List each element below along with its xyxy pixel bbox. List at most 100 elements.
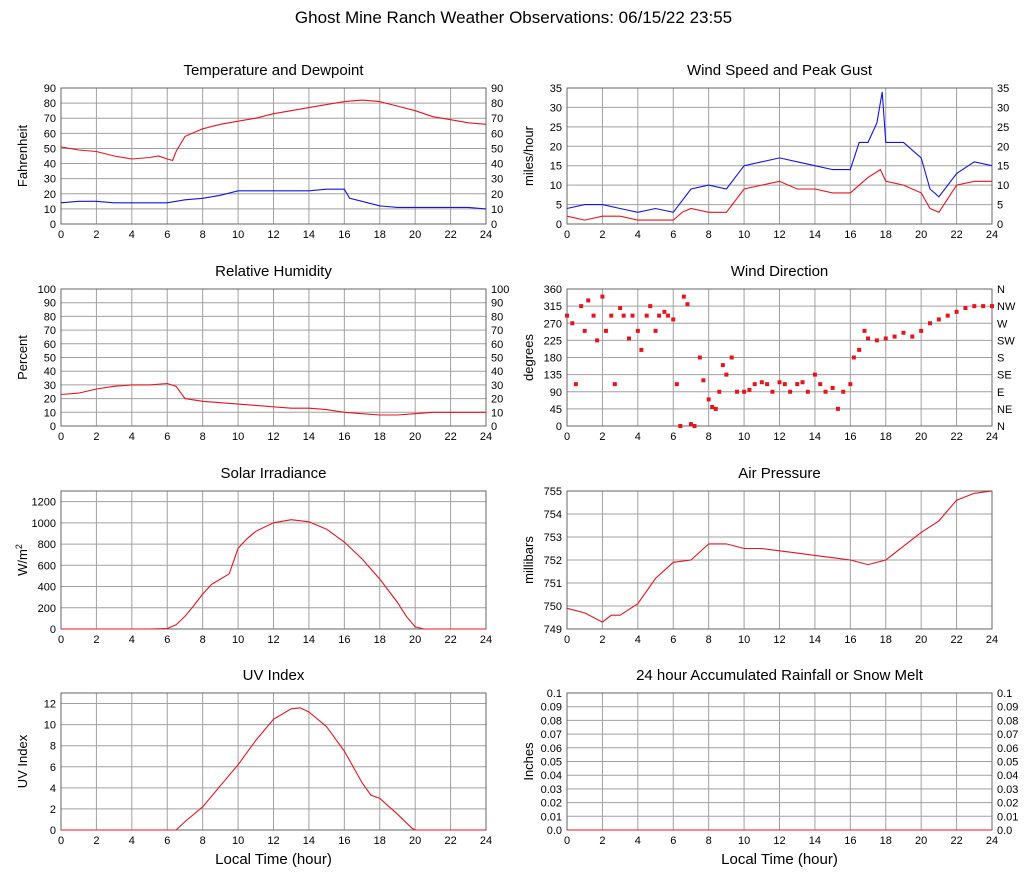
right-tick-label: 10 [491, 204, 503, 216]
x-tick-label: 20 [409, 431, 421, 443]
y-tick-label: 50 [44, 143, 56, 155]
right-tick-label: N [997, 421, 1005, 433]
x-tick-label: 0 [58, 835, 64, 847]
y-tick-label: 8 [50, 741, 56, 753]
y-tick-label: 100 [38, 284, 56, 296]
right-tick-label: S [997, 353, 1004, 365]
data-point [848, 382, 853, 387]
x-tick-label: 2 [599, 835, 605, 847]
data-point [710, 404, 715, 409]
right-tick-label: 90 [491, 83, 503, 95]
x-tick-label: 10 [232, 835, 244, 847]
chart-title: UV Index [243, 667, 305, 684]
y-tick-label: 1000 [32, 518, 56, 530]
x-tick-label: 18 [880, 229, 892, 241]
data-point [812, 372, 817, 377]
x-tick-label: 24 [986, 229, 998, 241]
data-point [770, 389, 775, 394]
right-tick-label: 15 [997, 161, 1009, 173]
chart-title: Relative Humidity [215, 263, 332, 280]
x-tick-label: 10 [738, 229, 750, 241]
x-tick-label: 14 [809, 835, 821, 847]
data-point [653, 328, 658, 333]
plot-frame [566, 490, 993, 630]
y-tick-label: 0.08 [541, 715, 562, 727]
right-tick-label: 35 [997, 83, 1009, 95]
y-tick-label: 4 [50, 783, 56, 795]
x-tick-label: 0 [564, 835, 570, 847]
data-point [735, 389, 739, 394]
right-tick-label: 0.08 [997, 715, 1018, 727]
data-point [857, 347, 862, 352]
y-axis-label: Percent [15, 335, 30, 380]
right-tick-label: 0 [997, 219, 1003, 231]
x-tick-label: 12 [773, 229, 785, 241]
y-tick-label: 800 [38, 539, 56, 551]
x-tick-label: 18 [880, 634, 892, 646]
x-tick-label: 24 [480, 431, 492, 443]
x-tick-label: 24 [480, 229, 492, 241]
y-tick-label: 0.04 [541, 770, 562, 782]
y-tick-label: 180 [544, 353, 562, 365]
y-tick-label: 15 [550, 161, 562, 173]
x-tick-label: 24 [480, 634, 492, 646]
data-point [862, 328, 867, 333]
x-tick-label: 0 [564, 229, 570, 241]
x-tick-label: 10 [738, 835, 750, 847]
y-tick-label: 0 [50, 825, 56, 837]
data-point [720, 363, 725, 368]
y-tick-label: 135 [544, 370, 562, 382]
chart-title: Temperature and Dewpoint [183, 62, 364, 79]
x-tick-label: 16 [844, 634, 856, 646]
right-tick-label: 10 [997, 180, 1009, 192]
right-tick-label: 0.1 [997, 688, 1012, 700]
data-point [830, 385, 835, 390]
x-tick-label: 16 [338, 229, 350, 241]
right-tick-label: 20 [997, 141, 1009, 153]
y-tick-label: 20 [44, 394, 56, 406]
y-tick-label: 6 [50, 762, 56, 774]
x-tick-label: 2 [93, 229, 99, 241]
x-tick-label: 2 [93, 431, 99, 443]
right-tick-label: 5 [997, 200, 1003, 212]
data-point [990, 304, 994, 309]
right-tick-label: 0.07 [997, 729, 1018, 741]
series-line [60, 188, 487, 210]
x-tick-label: 0 [58, 431, 64, 443]
data-point [573, 382, 578, 387]
x-tick-label: 8 [706, 634, 712, 646]
y-tick-label: 0.1 [547, 688, 562, 700]
y-tick-label: 753 [544, 532, 562, 544]
x-tick-label: 6 [164, 835, 170, 847]
x-tick-label: 22 [950, 634, 962, 646]
x-tick-label: 12 [773, 835, 785, 847]
right-tick-label: 10 [491, 407, 503, 419]
y-tick-label: 10 [44, 204, 56, 216]
x-tick-label: 4 [129, 431, 135, 443]
right-tick-label: 20 [491, 189, 503, 201]
data-point [874, 338, 879, 343]
x-tick-label: 6 [164, 229, 170, 241]
right-tick-label: 0.09 [997, 702, 1018, 714]
right-tick-label: 20 [491, 394, 503, 406]
x-tick-label: 24 [986, 431, 998, 443]
right-tick-label: 0.05 [997, 757, 1018, 769]
right-tick-label: 0.06 [997, 743, 1018, 755]
y-tick-label: 0 [50, 421, 56, 433]
x-tick-label: 4 [635, 431, 641, 443]
y-tick-label: 10 [44, 720, 56, 732]
y-axis-label: Fahrenheit [15, 125, 30, 188]
data-point [805, 389, 810, 394]
y-axis-label: degrees [521, 334, 536, 381]
y-tick-label: 10 [550, 180, 562, 192]
y-tick-label: 0 [556, 421, 562, 433]
data-point [901, 330, 906, 335]
data-point [600, 294, 605, 299]
right-tick-label: N [997, 284, 1005, 296]
right-tick-label: 0 [491, 421, 497, 433]
y-tick-label: 12 [44, 699, 56, 711]
x-axis-label: Local Time (hour) [215, 851, 332, 868]
data-point [630, 313, 635, 318]
